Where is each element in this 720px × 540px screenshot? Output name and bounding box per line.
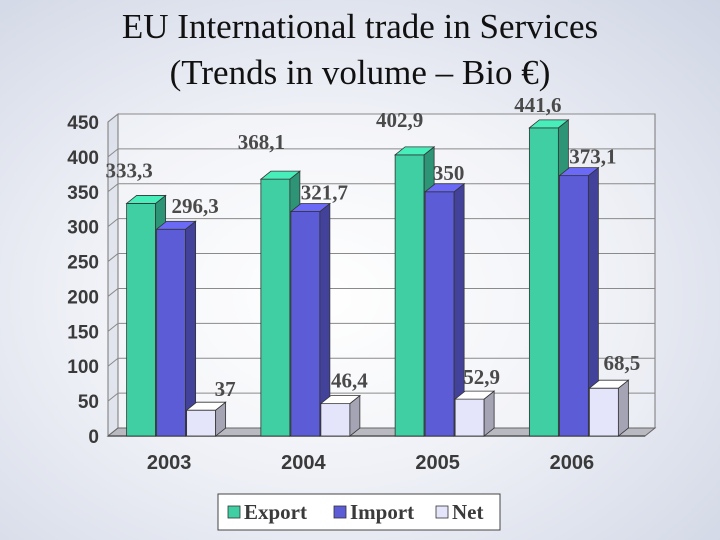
x-tick-label: 2003 <box>147 452 192 474</box>
data-label: 333,3 <box>106 158 153 182</box>
legend-label: Import <box>350 500 414 524</box>
gridline <box>107 287 655 297</box>
y-tick-label: 300 <box>67 218 99 239</box>
y-tick-label: 400 <box>67 148 99 169</box>
data-label: 296,3 <box>172 194 219 218</box>
bar-import-2003 <box>156 228 187 437</box>
data-label: 373,1 <box>569 145 616 169</box>
y-tick-label: 0 <box>88 427 99 448</box>
y-tick-label: 100 <box>67 357 99 378</box>
data-label: 402,9 <box>376 108 423 132</box>
bar-top-import-2004 <box>289 203 332 212</box>
bar-export-2006 <box>528 127 559 437</box>
bar-top-export-2005 <box>393 146 436 156</box>
bar-side-net-2006 <box>617 379 629 437</box>
bar-top-import-2005 <box>423 183 466 193</box>
data-label: 441,6 <box>514 93 561 117</box>
bar-net-2003 <box>186 409 217 437</box>
bar-net-2006 <box>588 387 619 437</box>
x-tick-label: 2006 <box>550 452 595 474</box>
bar-net-2005 <box>454 398 485 437</box>
slide-title: EU International trade in Services (Tren… <box>0 4 720 96</box>
legend-box <box>217 493 501 531</box>
y-tick-label: 150 <box>67 322 99 343</box>
data-label: 68,5 <box>604 351 641 375</box>
gridline <box>107 148 655 158</box>
bar-import-2005 <box>424 191 455 437</box>
legend-swatch <box>333 505 347 519</box>
data-label: 321,7 <box>301 181 348 205</box>
y-tick-label: 50 <box>78 392 99 413</box>
title-line-2: (Trends in volume – Bio €) <box>169 53 551 92</box>
legend-swatch <box>435 505 449 519</box>
data-label: 52,9 <box>463 365 500 389</box>
x-tick-label: 2004 <box>281 452 326 474</box>
bar-top-net-2004 <box>319 395 362 405</box>
gridline <box>107 253 655 262</box>
y-tick-label: 450 <box>67 113 99 134</box>
data-label: 46,4 <box>331 369 368 393</box>
gridline <box>107 322 655 332</box>
title-line-1: EU International trade in Services <box>121 7 599 46</box>
gridline <box>107 218 655 228</box>
bar-top-export-2004 <box>259 170 302 180</box>
bar-import-2006 <box>558 175 589 437</box>
bar-top-export-2003 <box>125 195 167 204</box>
y-tick-label: 250 <box>67 253 99 274</box>
gridline <box>107 113 655 123</box>
bar-top-import-2006 <box>558 167 600 177</box>
bar-export-2003 <box>126 203 157 437</box>
y-tick-label: 200 <box>67 287 99 308</box>
data-label: 350 <box>433 161 465 185</box>
legend-label: Export <box>244 500 307 524</box>
y-tick-label: 350 <box>67 183 99 204</box>
bar-top-import-2003 <box>155 220 197 230</box>
gridline <box>107 357 655 367</box>
data-label: 368,1 <box>238 130 285 154</box>
bar-top-net-2005 <box>453 390 496 400</box>
bar-top-net-2003 <box>185 401 227 411</box>
bar-top-net-2006 <box>588 379 630 389</box>
x-tick-label: 2005 <box>415 452 460 474</box>
bar-import-2004 <box>290 211 321 437</box>
gridline <box>107 183 655 193</box>
legend-label: Net <box>452 500 483 524</box>
bar-export-2004 <box>260 178 291 437</box>
data-label: 37 <box>215 377 236 401</box>
legend-swatch <box>227 505 241 519</box>
bar-top-export-2006 <box>528 119 570 129</box>
bar-export-2005 <box>394 154 425 437</box>
bar-net-2004 <box>320 403 351 437</box>
